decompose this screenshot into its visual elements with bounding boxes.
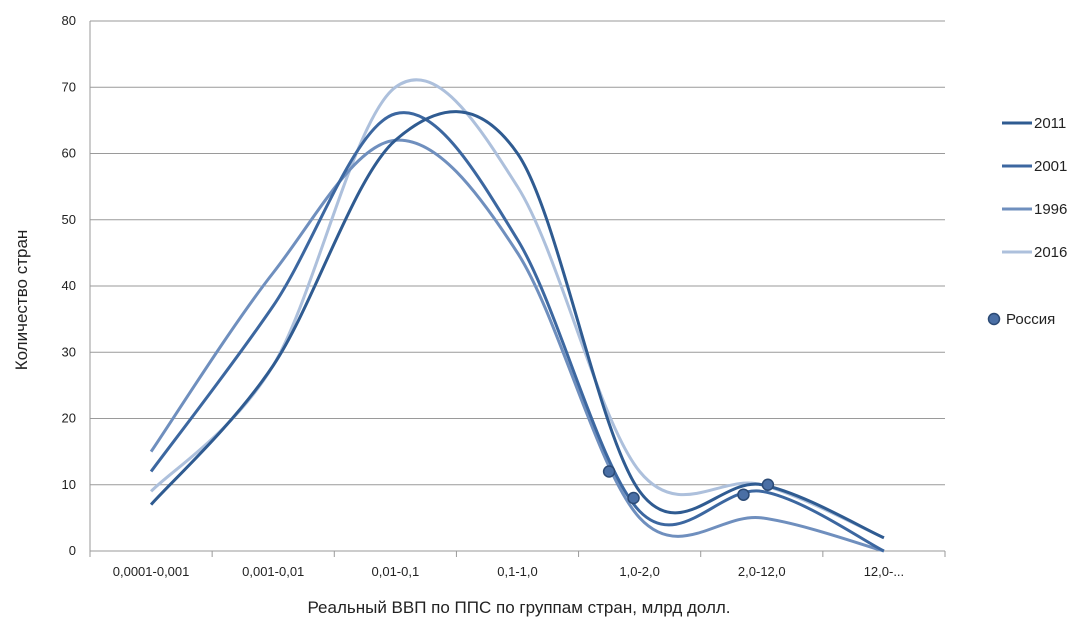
x-tick-label: 0,01-0,1 [372,564,420,579]
x-tick-label: 2,0-12,0 [738,564,786,579]
x-axis-title: Реальный ВВП по ППС по группам стран, мл… [307,598,730,617]
x-tick-label: 0,001-0,01 [242,564,304,579]
y-tick-label: 70 [62,79,76,94]
series-line-2011 [149,110,885,540]
series-lines [149,78,885,553]
y-tick-label: 30 [62,344,76,359]
series-line-1996 [149,138,885,553]
legend: 2011 2001 1996 2016 Россия [987,115,1067,328]
legend-label-1996: 1996 [1034,201,1067,218]
x-tick-label: 12,0-... [864,564,904,579]
russia-marker [761,478,775,491]
russia-marker [737,488,750,501]
y-tick-label: 10 [62,477,76,492]
x-tick-label: 1,0-2,0 [619,564,659,579]
series-line-2016 [149,78,885,540]
y-tick-label: 50 [62,212,76,227]
y-tick-labels: 0 10 20 30 40 50 60 70 80 [62,13,76,558]
x-tick-label: 0,0001-0,001 [113,564,190,579]
x-tick-labels: 0,0001-0,001 0,001-0,01 0,01-0,1 0,1-1,0 1,0… [113,564,904,579]
gridlines [89,20,946,557]
y-tick-label: 60 [62,146,76,161]
x-tick-label: 0,1-1,0 [497,564,537,579]
legend-label-2016: 2016 [1034,244,1067,261]
legend-marker-russia [987,312,1001,326]
legend-label-2011: 2011 [1034,115,1066,132]
russia-marker [602,465,616,478]
legend-label-2001: 2001 [1034,158,1067,175]
y-tick-label: 20 [62,411,76,426]
y-tick-label: 40 [62,278,76,293]
russia-marker [627,491,640,505]
legend-label-russia: Россия [1006,311,1055,328]
y-tick-label: 0 [69,543,76,558]
y-axis-title: Количество стран [12,230,31,371]
y-tick-label: 80 [62,13,76,28]
russia-markers [602,465,775,505]
